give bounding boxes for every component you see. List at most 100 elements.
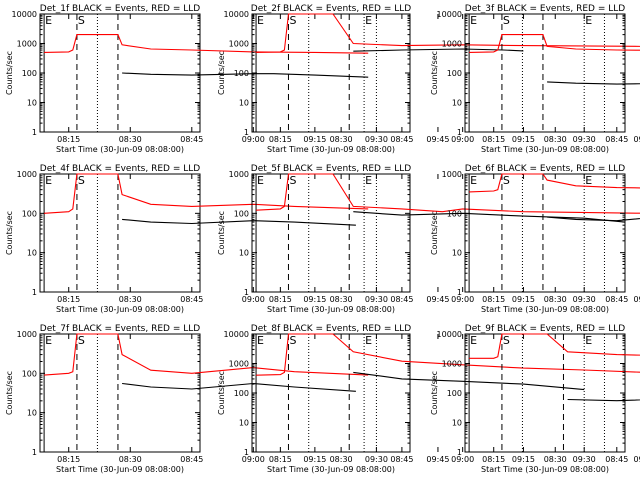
x-tick-label: 08:15 xyxy=(57,455,80,464)
marker-label-e: E xyxy=(45,14,52,27)
x-tick-label: 09:15 xyxy=(512,135,535,144)
x-tick-label: 09:00 xyxy=(451,135,474,144)
x-tick-label: 09:45 xyxy=(633,135,640,144)
x-tick-label: 08:45 xyxy=(390,295,413,304)
x-tick-label: 08:15 xyxy=(57,135,80,144)
series-line-events xyxy=(547,216,640,222)
series-line-lld xyxy=(469,173,640,193)
y-tick-label: 1 xyxy=(244,448,249,457)
chart-title: Det_7f BLACK = Events, RED = LLD xyxy=(40,324,200,334)
x-tick-label: 08:45 xyxy=(180,295,203,304)
plot-frame xyxy=(251,13,411,133)
x-tick-label: 09:30 xyxy=(573,455,596,464)
x-tick-label: 08:15 xyxy=(482,135,505,144)
y-axis-label: Counts/sec xyxy=(5,371,14,415)
y-axis-label: Counts/sec xyxy=(217,51,226,95)
x-tick-label: 09:45 xyxy=(426,135,449,144)
y-tick-label: 1 xyxy=(457,448,462,457)
series-line-events xyxy=(547,81,640,85)
series-line-lld xyxy=(44,34,369,54)
x-axis-label: Start Time (30-Jun-09 08:08:00) xyxy=(56,305,184,314)
chart-title: Det_6f BLACK = Events, RED = LLD xyxy=(465,164,625,174)
y-tick-label: 100 xyxy=(234,389,249,398)
series-line-lld xyxy=(469,333,640,359)
x-tick-label: 08:30 xyxy=(119,295,142,304)
x-tick-label: 08:30 xyxy=(119,455,142,464)
y-tick-label: 1000 xyxy=(442,360,462,369)
y-tick-label: 1 xyxy=(32,128,37,137)
chart-panel-6: Det_6f BLACK = Events, RED = LLD 1 10 100 10… xyxy=(430,164,640,314)
chart-panel-9: Det_9f BLACK = Events, RED = LLD 1 10 100 10… xyxy=(430,324,640,474)
y-tick-label: 100 xyxy=(234,209,249,218)
y-tick-label: 10 xyxy=(27,409,37,418)
x-axis-label: Start Time (30-Jun-09 08:08:00) xyxy=(267,465,395,474)
y-axis-label: Counts/sec xyxy=(217,371,226,415)
y-tick-label: 10 xyxy=(452,419,462,428)
x-tick-label: 08:30 xyxy=(330,135,353,144)
plot-frame xyxy=(464,333,626,453)
chart-title: Det_3f BLACK = Events, RED = LLD xyxy=(465,4,625,14)
x-tick-label: 09:45 xyxy=(426,455,449,464)
x-tick-label: 09:00 xyxy=(451,295,474,304)
y-tick-label: 1000 xyxy=(442,40,462,49)
x-tick-label: 09:15 xyxy=(512,295,535,304)
y-tick-label: 10000 xyxy=(437,10,462,19)
x-tick-label: 09:30 xyxy=(365,135,388,144)
marker-label-e: E xyxy=(45,174,52,187)
marker-label-s: S xyxy=(289,14,296,27)
y-tick-label: 1 xyxy=(32,288,37,297)
x-axis-label: Start Time (30-Jun-09 08:08:00) xyxy=(267,145,395,154)
series-line-lld xyxy=(256,333,640,376)
x-tick-label: 08:45 xyxy=(390,455,413,464)
y-axis-label: Counts/sec xyxy=(430,211,439,255)
x-tick-label: 09:30 xyxy=(573,135,596,144)
y-tick-label: 100 xyxy=(22,369,37,378)
plot-frame xyxy=(464,173,626,293)
marker-label-e: E xyxy=(257,14,264,27)
y-tick-label: 10000 xyxy=(224,10,249,19)
x-tick-label: 08:45 xyxy=(180,455,203,464)
series-line-events xyxy=(353,211,625,223)
x-tick-label: 09:00 xyxy=(451,455,474,464)
marker-label-e: E xyxy=(470,14,477,27)
y-tick-label: 1000 xyxy=(442,170,462,179)
y-axis-label: Counts/sec xyxy=(430,51,439,95)
marker-label-e: E xyxy=(257,174,264,187)
x-tick-label: 09:15 xyxy=(303,135,326,144)
x-axis-label: Start Time (30-Jun-09 08:08:00) xyxy=(56,465,184,474)
x-tick-label: 09:45 xyxy=(633,295,640,304)
x-axis-label: Start Time (30-Jun-09 08:08:00) xyxy=(481,465,609,474)
series-line-lld xyxy=(256,13,640,53)
plot-frame xyxy=(39,13,201,133)
x-tick-label: 09:45 xyxy=(426,295,449,304)
chart-panel-3: Det_3f BLACK = Events, RED = LLD 1 10 100 10… xyxy=(430,4,640,154)
y-tick-label: 1000 xyxy=(17,40,37,49)
x-tick-label: 08:15 xyxy=(269,295,292,304)
marker-label-e: E xyxy=(257,334,264,347)
x-tick-label: 08:45 xyxy=(605,135,628,144)
chart-title: Det_4f BLACK = Events, RED = LLD xyxy=(40,164,200,174)
y-tick-label: 1 xyxy=(32,448,37,457)
x-axis-label: Start Time (30-Jun-09 08:08:00) xyxy=(481,145,609,154)
y-tick-label: 10 xyxy=(239,419,249,428)
x-tick-label: 08:30 xyxy=(544,295,567,304)
y-tick-label: 10000 xyxy=(224,330,249,339)
chart-title: Det_1f BLACK = Events, RED = LLD xyxy=(40,4,200,14)
y-tick-label: 10 xyxy=(452,249,462,258)
marker-label-e: E xyxy=(470,174,477,187)
x-axis-label: Start Time (30-Jun-09 08:08:00) xyxy=(267,305,395,314)
y-tick-label: 10 xyxy=(239,249,249,258)
marker-label-e: E xyxy=(585,334,592,347)
y-tick-label: 100 xyxy=(22,209,37,218)
x-tick-label: 08:15 xyxy=(482,455,505,464)
marker-label-s: S xyxy=(78,14,85,27)
y-tick-label: 10 xyxy=(239,99,249,108)
y-tick-label: 1 xyxy=(244,288,249,297)
series-line-lld xyxy=(469,34,640,53)
y-tick-label: 1000 xyxy=(17,170,37,179)
x-tick-label: 08:30 xyxy=(544,455,567,464)
series-line-events xyxy=(122,218,356,226)
x-tick-label: 09:00 xyxy=(242,135,265,144)
plot-frame xyxy=(39,173,201,293)
